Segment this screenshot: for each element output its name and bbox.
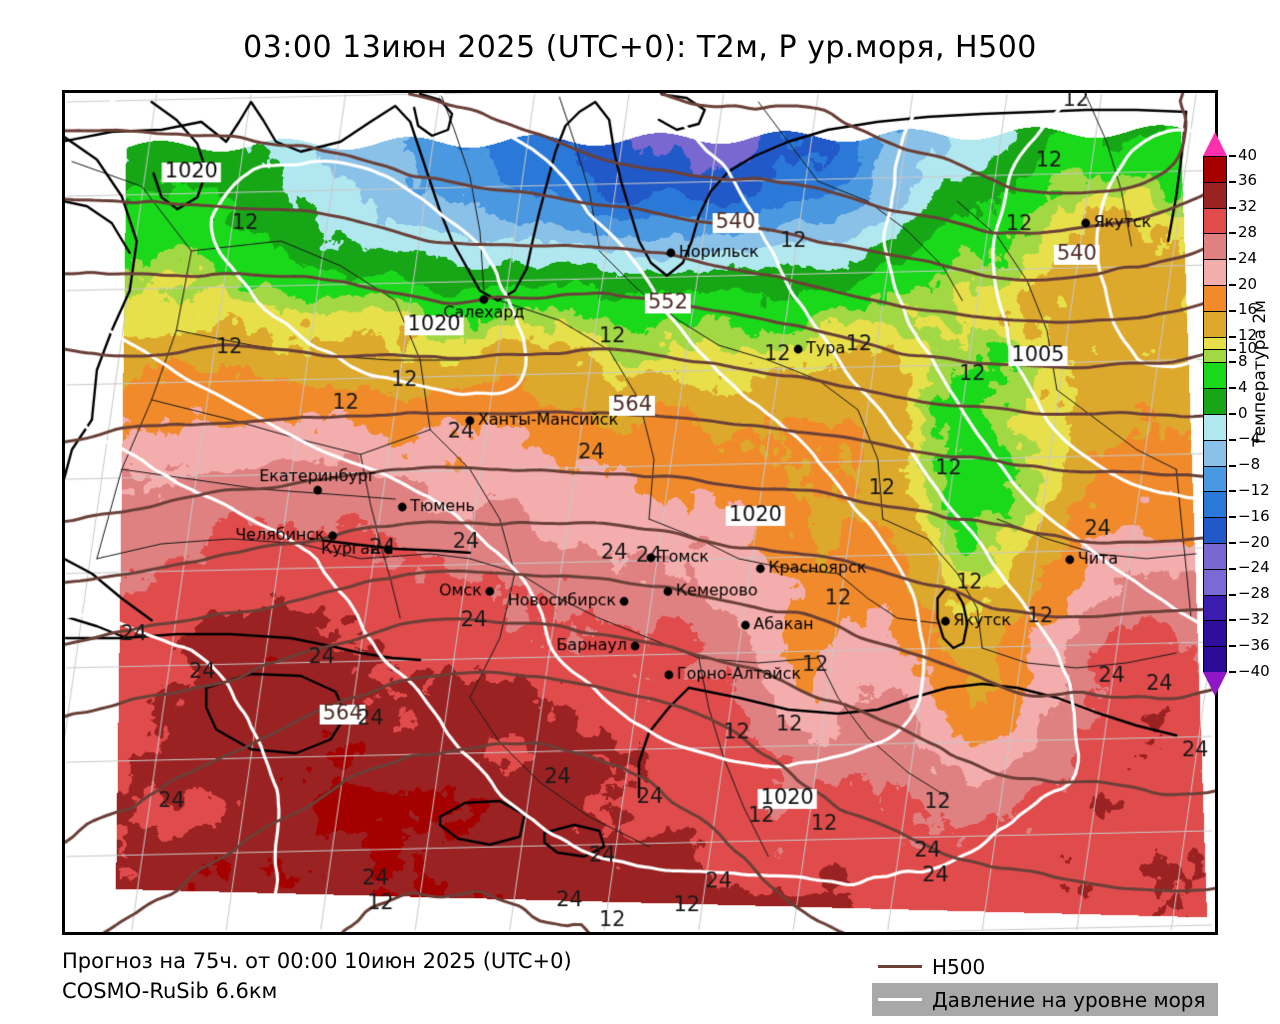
tick-label: −28 — [1238, 584, 1270, 603]
tick-label: −20 — [1238, 532, 1270, 551]
legend-label-mslp: Давление на уровне моря — [932, 987, 1206, 1012]
mslp-line-swatch — [878, 998, 922, 1001]
tick-dash — [1229, 619, 1236, 622]
tick-dash — [1229, 335, 1236, 338]
colorbar-band-10-to-8 — [1204, 350, 1226, 364]
colorbar-band-28-to-24 — [1204, 234, 1226, 261]
colorbar-band--28-to--32 — [1204, 595, 1226, 622]
colorbar-band-20-to-16 — [1204, 285, 1226, 312]
tick-dash — [1229, 593, 1236, 596]
tick-label: 16 — [1238, 300, 1258, 319]
colorbar-band-24-to-20 — [1204, 260, 1226, 286]
colorbar-band--12-to--16 — [1204, 492, 1226, 519]
tick-label: −36 — [1238, 635, 1270, 654]
tick-label: 36 — [1238, 171, 1258, 190]
tick-label: 10 — [1238, 339, 1258, 357]
legend-row-mslp: Давление на уровне моря — [872, 983, 1218, 1016]
map-legend: H500 Давление на уровне моря — [872, 950, 1218, 1016]
tick-dash — [1229, 361, 1236, 364]
tick-label: −4 — [1238, 429, 1261, 448]
tick-dash — [1229, 180, 1236, 183]
tick-dash — [1229, 348, 1236, 351]
colorbar-band--32-to--36 — [1204, 621, 1226, 648]
colorbar-band--8-to--12 — [1204, 466, 1226, 493]
colorbar-band--24-to--28 — [1204, 569, 1226, 596]
tick-dash — [1229, 206, 1236, 209]
tick-dash — [1229, 567, 1236, 570]
tick-dash — [1229, 490, 1236, 493]
h500-line-swatch — [878, 965, 922, 968]
colorbar-axis-label: Температура 2м — [1250, 300, 1270, 447]
tick-label: 20 — [1238, 274, 1258, 293]
temperature-colorbar — [1203, 132, 1227, 696]
colorbar-band--4-to--8 — [1204, 440, 1226, 467]
colorbar-under-arrow — [1203, 672, 1227, 696]
page-title: 03:00 13июн 2025 (UTC+0): T2м, Р ур.моря… — [243, 30, 1037, 65]
tick-label: 8 — [1238, 351, 1248, 370]
colorbar-band-16-to-12 — [1204, 311, 1226, 338]
colorbar-band-36-to-32 — [1204, 182, 1226, 209]
tick-dash — [1229, 232, 1236, 235]
tick-label: −12 — [1238, 480, 1270, 499]
tick-dash — [1229, 464, 1236, 467]
colorbar-band-0-to--4 — [1204, 414, 1226, 441]
legend-row-h500: H500 — [872, 950, 1218, 983]
tick-dash — [1229, 542, 1236, 544]
tick-label: −40 — [1238, 661, 1270, 680]
colorbar-band-32-to-28 — [1204, 208, 1226, 235]
tick-label: −32 — [1238, 609, 1270, 628]
tick-label: −16 — [1238, 506, 1270, 525]
colorbar-ticks: 40 36 32 28 24 20 16 12 10 8 4 0 −4 −8 −12 −16 −20 −24 −28… — [1229, 147, 1280, 678]
colorbar-over-arrow — [1203, 132, 1227, 156]
colorbar-bands — [1203, 156, 1227, 673]
forecast-lead-time: Прогноз на 75ч. от 00:00 10июн 2025 (UTC… — [62, 949, 572, 973]
tick-dash — [1229, 258, 1236, 261]
tick-dash — [1229, 387, 1236, 390]
tick-label: 12 — [1238, 326, 1258, 345]
colorbar-band--16-to--20 — [1204, 518, 1226, 544]
colorbar-band-8-to-4 — [1204, 363, 1226, 390]
colorbar-band-4-to-0 — [1204, 389, 1226, 415]
tick-label: 32 — [1238, 197, 1258, 216]
tick-dash — [1229, 671, 1236, 673]
tick-dash — [1229, 284, 1236, 286]
colorbar-band-40-to-36 — [1204, 157, 1226, 183]
forecast-info: Прогноз на 75ч. от 00:00 10июн 2025 (UTC… — [62, 946, 572, 1007]
colorbar-band-12-to-10 — [1204, 337, 1226, 351]
tick-label: −24 — [1238, 558, 1270, 577]
tick-label: 28 — [1238, 222, 1258, 241]
legend-label-h500: H500 — [932, 954, 986, 979]
tick-dash — [1229, 645, 1236, 648]
tick-label: −8 — [1238, 455, 1261, 474]
tick-dash — [1229, 309, 1236, 312]
tick-label: 40 — [1238, 145, 1258, 164]
tick-label: 24 — [1238, 248, 1258, 267]
tick-label: 0 — [1238, 403, 1248, 422]
colorbar-band--36-to--40 — [1204, 647, 1226, 673]
tick-dash — [1229, 438, 1236, 441]
tick-dash — [1229, 516, 1236, 519]
tick-label: 4 — [1238, 377, 1248, 396]
tick-dash — [1229, 413, 1236, 415]
map-canvas[interactable] — [65, 93, 1215, 932]
tick-dash — [1229, 155, 1236, 157]
colorbar-band--20-to--24 — [1204, 543, 1226, 570]
model-name: COSMO-RuSib 6.6км — [62, 979, 278, 1004]
weather-map[interactable] — [62, 90, 1218, 935]
